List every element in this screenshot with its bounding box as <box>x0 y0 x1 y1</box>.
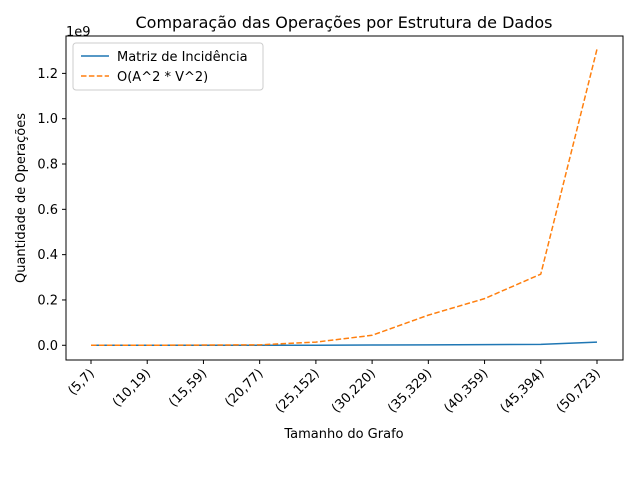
legend-box <box>72 42 264 91</box>
series-line-2 <box>91 48 598 347</box>
y-tick-label: 0.2 <box>37 293 58 308</box>
y-tick-label: 0.8 <box>37 158 58 173</box>
chart-title: Comparação das Operações por Estrutura d… <box>136 13 553 32</box>
x-axis-title: Tamanho do Grafo <box>283 427 403 442</box>
plot-frame <box>65 35 624 361</box>
legend-label-series-2: O(A^2 * V^2) <box>117 70 208 85</box>
y-axis-title: Quantidade de Operações <box>14 113 29 283</box>
y-offset-label: 1e9 <box>66 25 91 40</box>
y-tick-label: 1.2 <box>37 67 58 82</box>
y-tick-label: 0.6 <box>37 203 58 218</box>
y-tick-label: 0.4 <box>37 248 58 263</box>
y-axis: 0.0 0.2 0.4 0.6 0.8 1.0 1.2 <box>37 67 66 354</box>
y-tick-label: 0.0 <box>37 339 58 354</box>
y-tick-label: 1.0 <box>37 112 58 127</box>
legend: Matriz de Incidência O(A^2 * V^2) <box>72 42 264 91</box>
series-layer <box>90 48 598 347</box>
legend-label-series-1: Matriz de Incidência <box>117 50 248 65</box>
